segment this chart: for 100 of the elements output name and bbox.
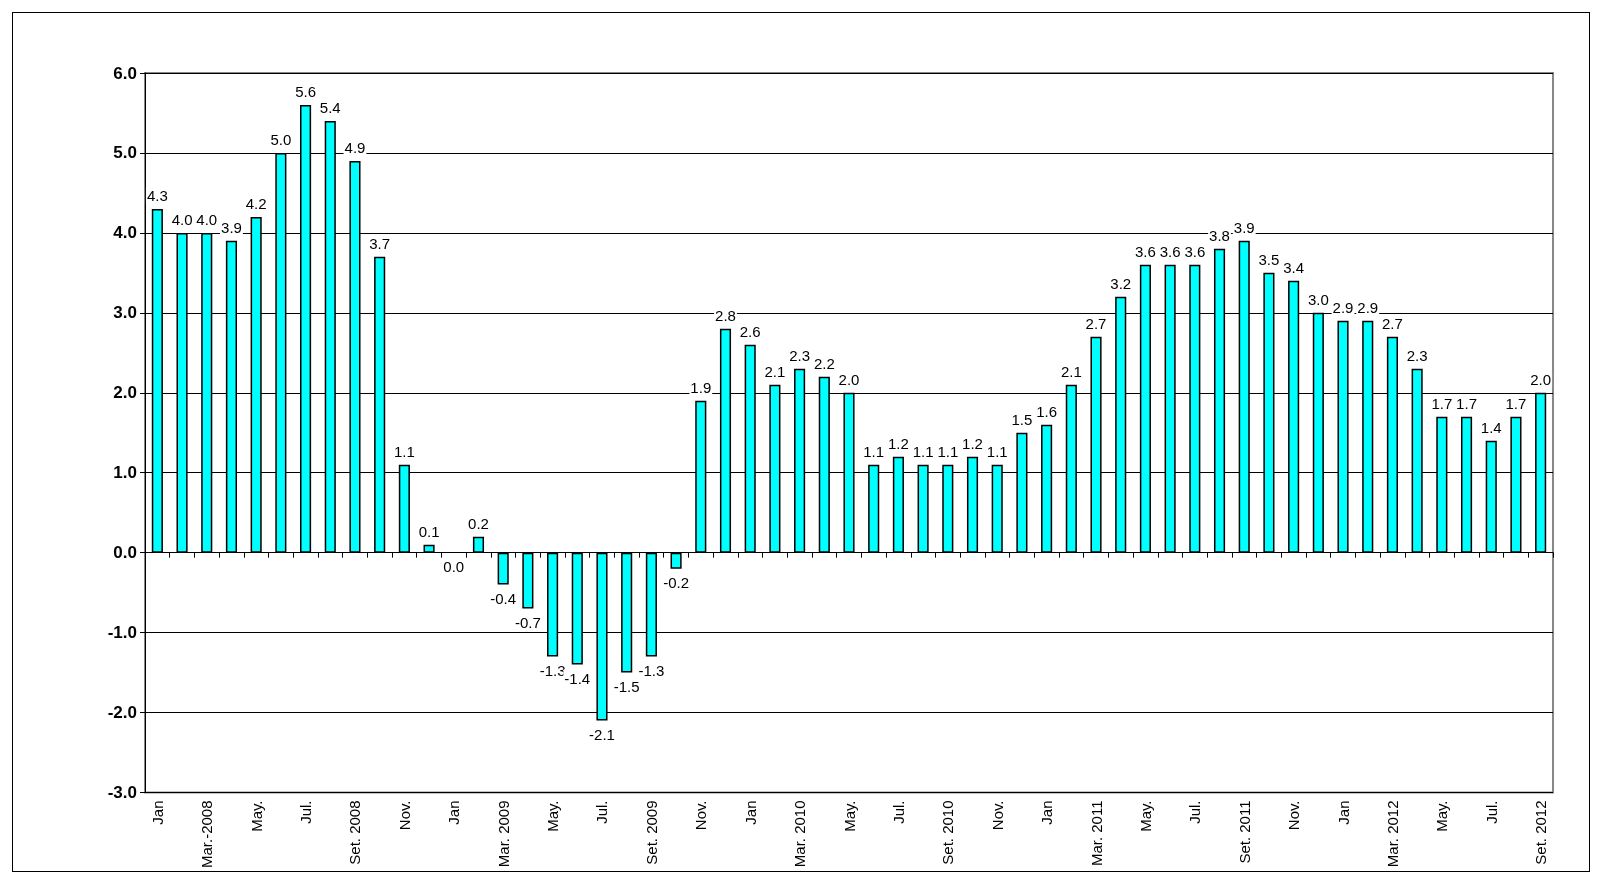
- data-label: 2.6: [739, 322, 761, 340]
- bar: [497, 552, 509, 585]
- y-tick-label: 1.0: [113, 463, 137, 483]
- y-tick-label: -1.0: [107, 623, 137, 643]
- data-label: 3.6: [1159, 242, 1181, 260]
- data-label: -0.2: [663, 573, 690, 591]
- x-tick-label: Nov.: [988, 800, 1006, 831]
- data-label: 1.9: [690, 378, 712, 396]
- data-label: 4.2: [245, 194, 267, 212]
- x-tick-label: Jul.: [889, 800, 907, 824]
- x-tick-label: Nov.: [692, 800, 710, 831]
- x-tick-label: May.: [1136, 800, 1154, 832]
- data-label: 1.1: [986, 442, 1008, 460]
- data-label: 1.1: [393, 442, 415, 460]
- data-label: 0.0: [443, 557, 465, 575]
- data-label: 1.7: [1505, 394, 1527, 412]
- bar: [522, 552, 534, 609]
- data-label: -1.3: [539, 661, 566, 679]
- bar: [472, 536, 485, 553]
- data-label: 4.0: [171, 210, 193, 228]
- data-label: 3.0: [1307, 290, 1329, 308]
- x-tick-label: Jul.: [593, 800, 611, 824]
- x-tick-label: Mar. 2012: [1383, 800, 1401, 868]
- data-label: 3.9: [221, 218, 242, 236]
- data-label: 3.7: [369, 234, 391, 252]
- y-tick-label: 0.0: [113, 543, 137, 563]
- data-label: 3.8: [1209, 226, 1230, 244]
- x-tick-label: Nov.: [1285, 800, 1303, 831]
- x-tick-label: Set. 2012: [1532, 800, 1550, 865]
- data-label: 1.1: [912, 442, 934, 460]
- data-label: 0.1: [418, 522, 440, 540]
- data-label: 2.1: [1060, 362, 1082, 380]
- data-label: 2.2: [813, 354, 835, 372]
- data-label: 2.1: [764, 362, 786, 380]
- data-label: 2.0: [1530, 370, 1552, 388]
- x-tick-label: Jul.: [297, 800, 315, 824]
- data-label: -0.7: [514, 613, 541, 631]
- x-tick-label: Mar. 2009: [494, 800, 512, 868]
- data-label: 2.9: [1332, 298, 1354, 316]
- data-label: 2.7: [1382, 314, 1403, 332]
- data-label: 1.4: [1480, 418, 1502, 436]
- y-tick-label: 4.0: [113, 223, 137, 243]
- data-label: 1.1: [937, 442, 959, 460]
- x-tick-label: Set. 2008: [346, 800, 364, 865]
- data-label: 3.5: [1258, 250, 1280, 268]
- data-label: 5.6: [295, 82, 316, 100]
- x-tick-label: Jan: [445, 800, 463, 825]
- x-tick-label: Set. 2009: [642, 800, 660, 865]
- x-tick-label: May.: [544, 800, 562, 832]
- data-label: 2.7: [1085, 314, 1107, 332]
- data-label: 4.0: [196, 210, 218, 228]
- x-tick-label: Set. 2011: [1235, 800, 1253, 864]
- data-label: -2.1: [589, 725, 615, 743]
- data-label: 3.6: [1134, 242, 1156, 260]
- data-label: -1.3: [638, 661, 665, 679]
- x-tick-label: Set. 2010: [939, 800, 957, 865]
- data-label: -1.4: [564, 669, 591, 687]
- data-label: 3.9: [1233, 218, 1255, 236]
- x-tick-label: May.: [247, 800, 265, 832]
- data-label: 0.2: [468, 514, 489, 532]
- y-tick-label: 5.0: [113, 143, 137, 163]
- bar: [670, 552, 682, 569]
- x-tick-label: Jul.: [1482, 800, 1500, 824]
- x-tick-label: Jan: [1038, 800, 1056, 825]
- data-label: 2.8: [715, 306, 736, 324]
- data-label: 1.2: [962, 434, 983, 452]
- x-tick-label: May.: [840, 800, 858, 832]
- data-label: 4.9: [344, 138, 366, 156]
- data-label: 2.0: [838, 370, 860, 388]
- y-tick-label: -3.0: [107, 782, 137, 802]
- bar: [423, 544, 435, 553]
- data-label: 5.4: [319, 98, 341, 116]
- x-tick-label: Mar. 2010: [791, 800, 809, 868]
- data-label: 2.9: [1357, 298, 1379, 316]
- x-tick-label: Jan: [741, 800, 759, 825]
- x-tick-label: Mar. 2011: [1087, 800, 1105, 867]
- data-label: 1.2: [887, 434, 909, 452]
- data-label: 1.6: [1036, 402, 1058, 420]
- data-label: -0.4: [490, 589, 517, 607]
- y-tick-label: -2.0: [107, 703, 137, 723]
- data-label: 5.0: [270, 130, 292, 148]
- data-label: 1.7: [1431, 394, 1453, 412]
- data-label: 3.4: [1283, 258, 1305, 276]
- x-tick-label: Jul.: [1186, 800, 1204, 824]
- data-label: 4.3: [146, 186, 168, 204]
- y-tick-label: 3.0: [113, 303, 137, 323]
- x-tick-label: Jan: [148, 800, 166, 825]
- data-label: 1.7: [1456, 394, 1477, 412]
- data-label: 3.2: [1110, 274, 1132, 292]
- y-tick-label: 6.0: [113, 63, 137, 83]
- x-tick-label: Nov.: [395, 800, 413, 831]
- data-label: 1.1: [863, 442, 885, 460]
- data-label: 1.5: [1011, 410, 1033, 428]
- x-tick-label: Jan: [1334, 800, 1352, 825]
- data-label: 3.6: [1184, 242, 1206, 260]
- y-tick-label: 2.0: [113, 383, 137, 403]
- data-label: -1.5: [613, 677, 640, 695]
- x-tick-label: May.: [1433, 800, 1451, 832]
- data-label: 2.3: [789, 346, 811, 364]
- x-tick-label: Mar.-2008: [198, 800, 216, 869]
